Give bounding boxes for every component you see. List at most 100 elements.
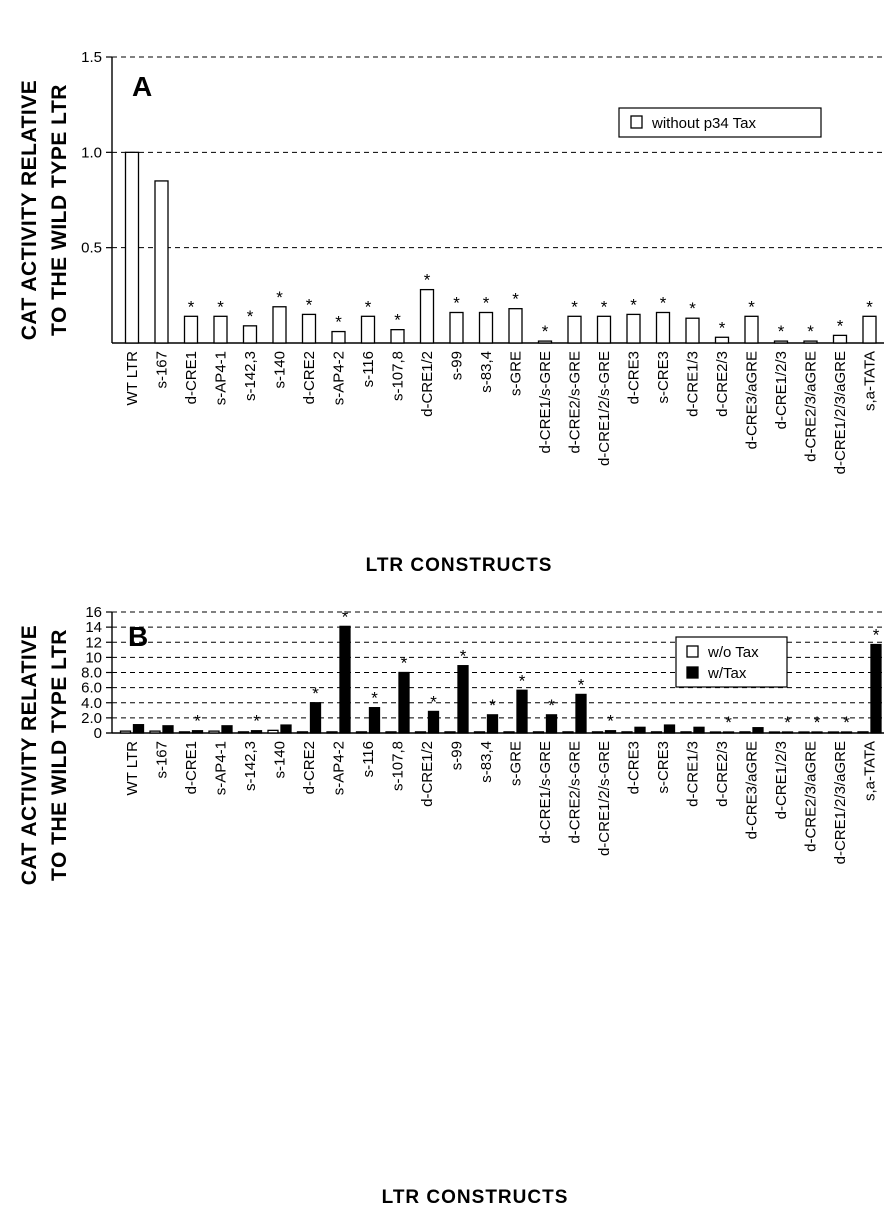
bar-with-tax bbox=[811, 731, 823, 734]
category-label: d-CRE2 bbox=[301, 351, 318, 404]
significance-star: * bbox=[483, 293, 490, 312]
bar-with-tax bbox=[604, 730, 617, 734]
significance-star: * bbox=[424, 271, 431, 290]
y-tick-label: 1.0 bbox=[81, 144, 102, 161]
significance-star: * bbox=[660, 293, 667, 312]
panel-a-legend-box bbox=[618, 107, 822, 138]
bar-without-tax bbox=[537, 340, 553, 344]
bar-with-tax bbox=[221, 725, 233, 734]
bar-without-tax bbox=[768, 731, 781, 734]
category-label: s-99 bbox=[449, 741, 466, 770]
bar-without-tax bbox=[685, 317, 700, 344]
bar-with-tax bbox=[191, 730, 204, 734]
category-label: s,a-TATA bbox=[862, 741, 879, 801]
panel-a-bars: * * * * * * * * * * * * * * * * * * * * * * * * bbox=[124, 151, 877, 344]
bar-without-tax bbox=[567, 315, 582, 344]
category-label: s-99 bbox=[449, 351, 466, 380]
significance-star: * bbox=[453, 293, 460, 312]
significance-star: * bbox=[512, 290, 519, 309]
bar-without-tax bbox=[478, 311, 494, 344]
significance-star: * bbox=[601, 297, 608, 316]
category-label: s-AP4-1 bbox=[213, 741, 230, 795]
significance-star: * bbox=[306, 295, 313, 314]
bar-without-tax bbox=[301, 313, 317, 344]
bar-without-tax bbox=[803, 340, 818, 344]
category-label: d-CRE3 bbox=[626, 351, 643, 404]
y-tick-label: 10 bbox=[85, 649, 102, 666]
category-label: s-107,8 bbox=[390, 351, 407, 401]
bar-without-tax bbox=[326, 731, 338, 734]
y-tick-label: 16 bbox=[85, 604, 102, 621]
bar-without-tax bbox=[419, 288, 435, 344]
bar-with-tax bbox=[280, 724, 292, 734]
category-label: d-CRE2/s-GRE bbox=[567, 351, 584, 454]
bar-without-tax bbox=[596, 315, 612, 344]
significance-star: * bbox=[335, 313, 342, 332]
bar-with-tax bbox=[752, 727, 764, 734]
bar-with-tax bbox=[250, 730, 263, 734]
category-label: s-AP4-2 bbox=[331, 351, 348, 405]
panel-b-xlabel: LTR CONSTRUCTS bbox=[382, 1187, 569, 1208]
category-label: s-107,8 bbox=[390, 741, 407, 791]
significance-star: * bbox=[489, 696, 496, 715]
category-label: WT LTR bbox=[124, 351, 141, 406]
bar-without-tax bbox=[744, 315, 759, 344]
bar-with-tax bbox=[339, 625, 351, 734]
bar-without-tax bbox=[532, 731, 545, 734]
y-tick-label: 2.0 bbox=[81, 710, 102, 727]
significance-star: * bbox=[843, 713, 850, 732]
category-label: d-CRE1/2/3 bbox=[773, 351, 790, 429]
significance-star: * bbox=[784, 713, 791, 732]
bar-without-tax bbox=[473, 731, 486, 734]
significance-star: * bbox=[837, 316, 844, 335]
bar-without-tax bbox=[827, 731, 840, 734]
panel-a-y-ticks: 0.5 1.0 1.5 bbox=[81, 49, 112, 257]
bar-with-tax bbox=[309, 702, 322, 734]
category-label: s-167 bbox=[154, 741, 171, 779]
bar-without-tax bbox=[739, 731, 751, 734]
bar-with-tax bbox=[781, 731, 794, 734]
category-label: d-CRE1 bbox=[183, 741, 200, 794]
panel-b-legend-label-with-tax: w/Tax bbox=[707, 665, 747, 682]
bar-without-tax bbox=[149, 730, 161, 734]
panel-b-ylabel-line2: TO THE WILD TYPE LTR bbox=[48, 629, 71, 881]
category-label: d-CRE1/s-GRE bbox=[537, 351, 554, 454]
y-tick-label: 8.0 bbox=[81, 665, 102, 682]
bar-without-tax bbox=[119, 730, 132, 734]
bar-without-tax bbox=[242, 325, 258, 344]
significance-star: * bbox=[689, 299, 696, 318]
significance-star: * bbox=[217, 297, 224, 316]
category-label: s-116 bbox=[360, 741, 377, 777]
significance-star: * bbox=[873, 626, 880, 645]
significance-star: * bbox=[814, 713, 821, 732]
category-label: s-116 bbox=[360, 351, 377, 387]
significance-star: * bbox=[430, 692, 437, 711]
bar-with-tax bbox=[663, 724, 676, 734]
y-tick-label: 0.5 bbox=[81, 240, 102, 257]
significance-star: * bbox=[778, 322, 785, 341]
category-label: s-142,3 bbox=[242, 741, 259, 791]
category-label: s-AP4-1 bbox=[213, 351, 230, 405]
panel-a-ylabel-line2: TO THE WILD TYPE LTR bbox=[48, 84, 71, 336]
bar-without-tax bbox=[773, 340, 789, 344]
bar-without-tax bbox=[650, 731, 663, 734]
category-label: d-CRE3/aGRE bbox=[744, 741, 761, 839]
bar-with-tax bbox=[427, 710, 440, 734]
significance-star: * bbox=[312, 684, 319, 703]
category-label: d-CRE1/3 bbox=[685, 351, 702, 417]
y-tick-label: 0 bbox=[94, 725, 102, 742]
category-label: s-167 bbox=[154, 351, 171, 389]
category-label: d-CRE1/2/3/aGRE bbox=[832, 351, 849, 474]
panel-b-category-labels: WT LTR s-167 d-CRE1 s-AP4-1 s-142,3 s-140 d-CR… bbox=[124, 741, 879, 865]
bar-without-tax bbox=[798, 731, 810, 734]
category-label: d-CRE2/3/aGRE bbox=[803, 351, 820, 462]
category-label: s-140 bbox=[272, 351, 289, 389]
panel-a-legend-label: without p34 Tax bbox=[651, 115, 756, 132]
significance-star: * bbox=[725, 713, 732, 732]
bar-without-tax bbox=[183, 315, 199, 344]
category-label: s-140 bbox=[272, 741, 289, 779]
y-tick-label: 4.0 bbox=[81, 695, 102, 712]
bar-without-tax bbox=[208, 730, 220, 734]
bar-without-tax bbox=[385, 731, 397, 734]
significance-star: * bbox=[371, 689, 378, 708]
